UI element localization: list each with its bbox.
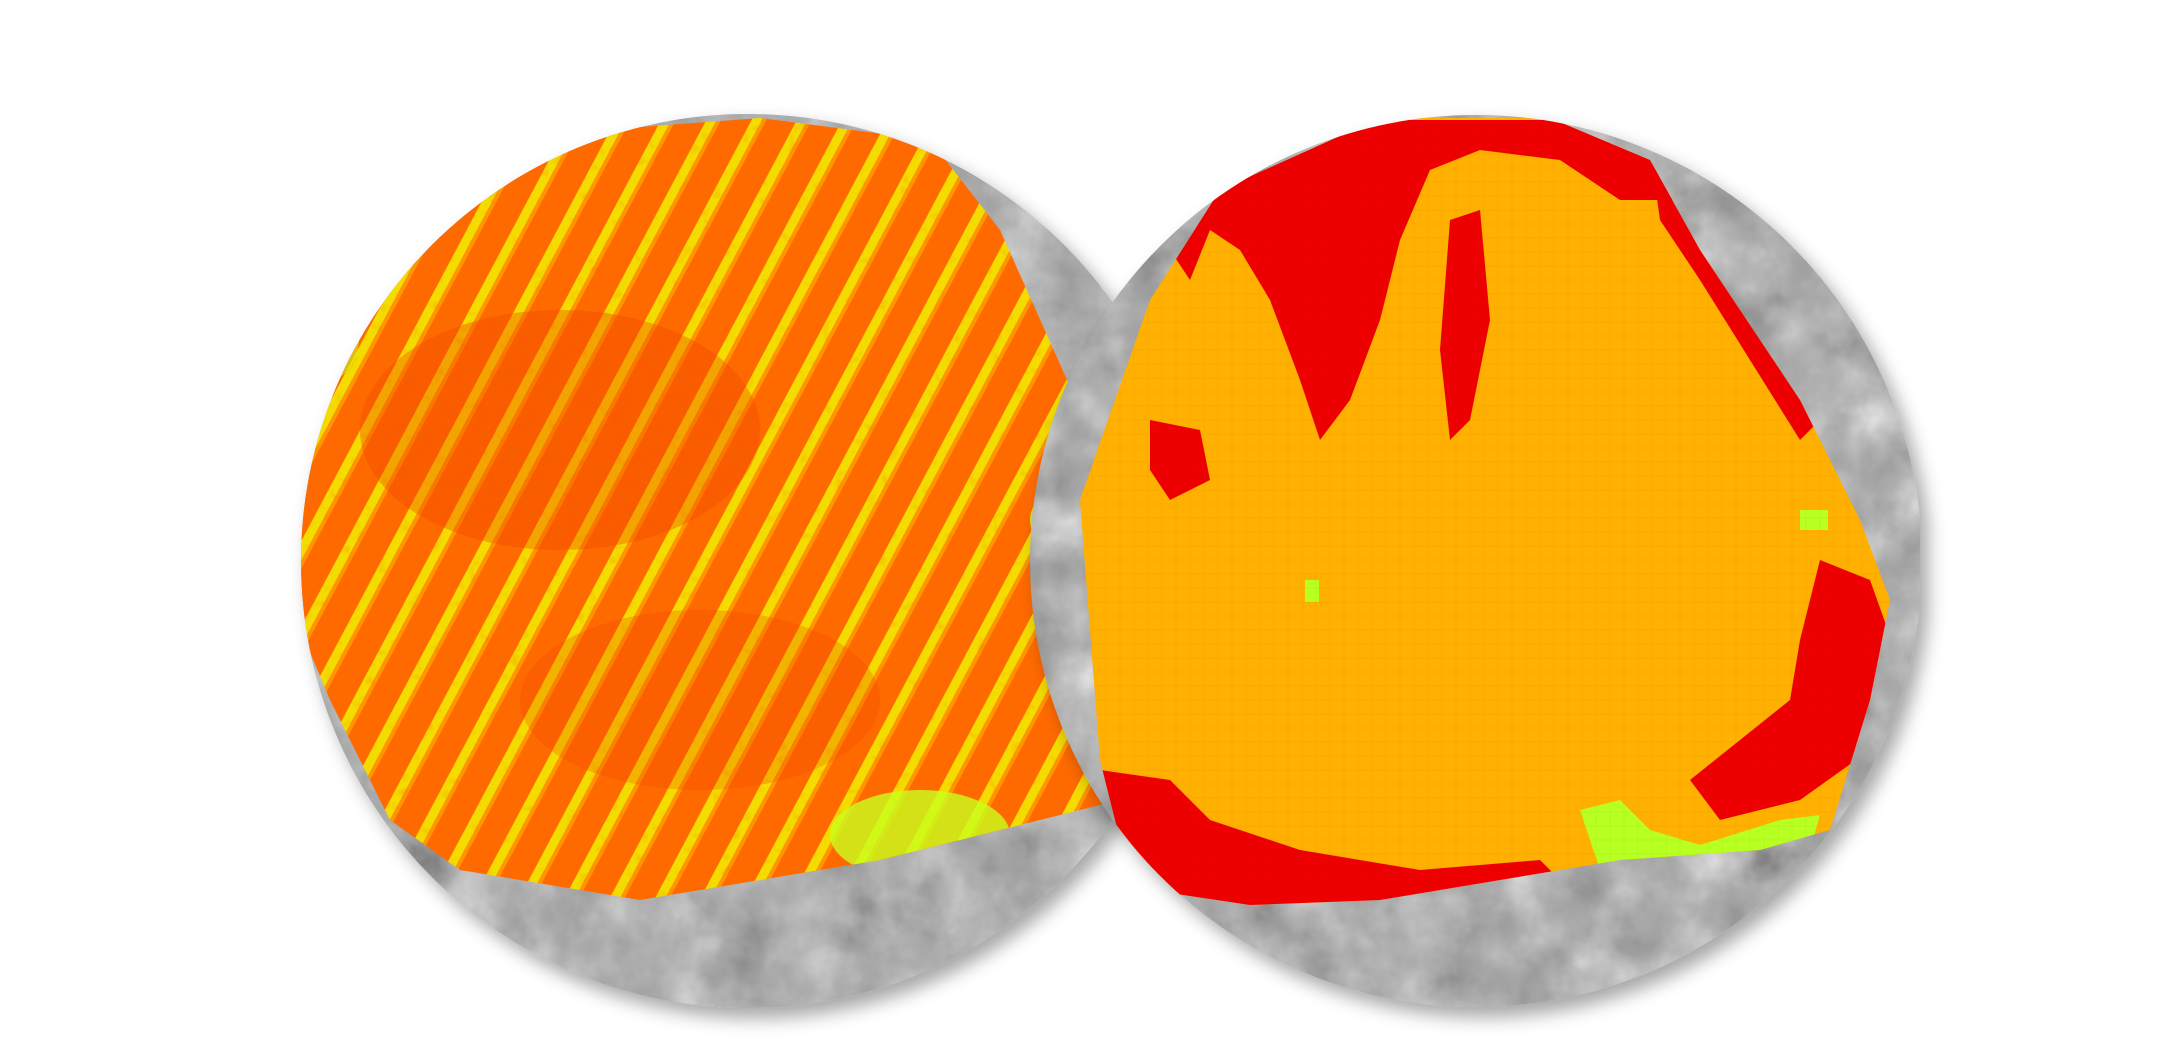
ndvi-classified-zone-map: [1030, 115, 1920, 1007]
zone-field: [1080, 118, 1890, 905]
high-vigor-patch: [301, 280, 360, 380]
